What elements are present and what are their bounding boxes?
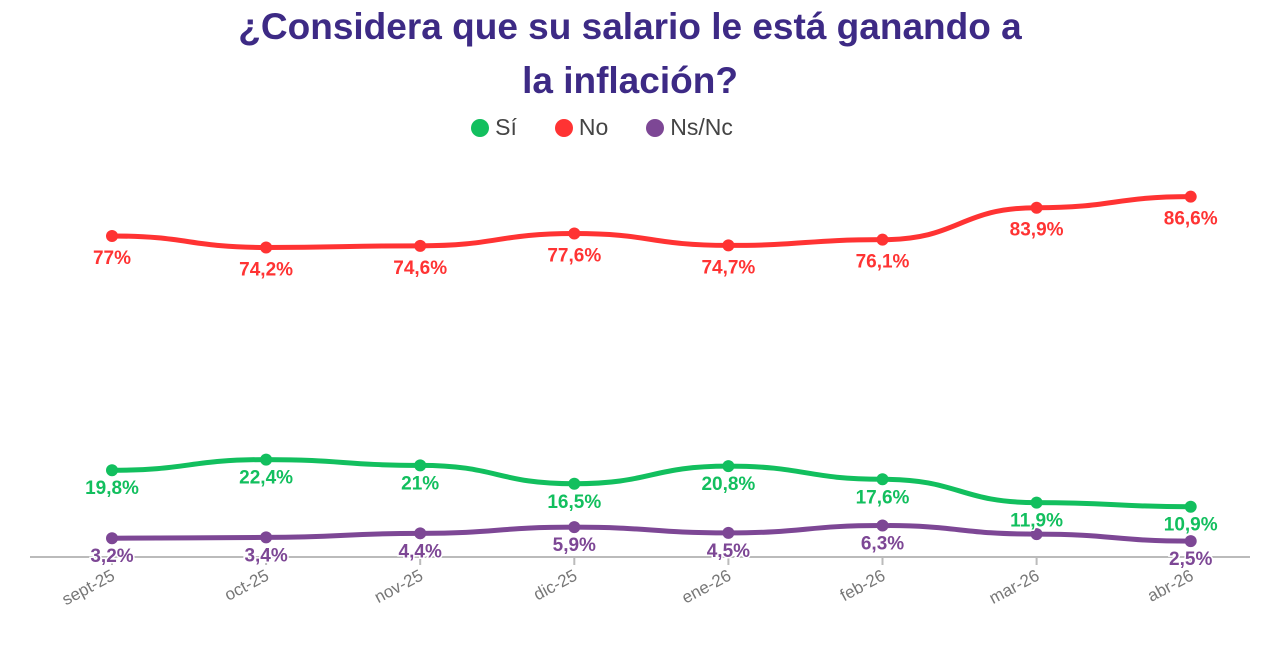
data-point-no [568,227,581,240]
legend-marker-no [554,118,573,137]
legend-item-nsnc[interactable]: Ns/Nc [646,114,733,141]
legend-label-nsnc: Ns/Nc [670,114,733,140]
series-line-no [109,194,1194,250]
data-label-nsnc: 3,4% [244,545,287,566]
series-line-nsnc [109,523,1194,544]
data-point-no [414,239,427,252]
x-axis-tick-label: ene-26 [679,566,735,608]
data-label-si: 17,6% [856,487,910,508]
series-line-si [109,457,1194,510]
data-point-no [876,233,889,246]
data-point-no [722,239,735,252]
x-axis-tick-label: sept-25 [59,566,118,609]
data-point-nsnc [722,526,735,539]
data-point-nsnc [1030,528,1043,541]
legend-label-si: Sí [495,114,517,140]
data-point-nsnc [414,527,427,540]
data-label-no: 83,9% [1010,220,1064,241]
chart-title-line-1: ¿Considera que su salario le está ganand… [238,6,1022,47]
x-axis-tick-label: oct-25 [221,566,272,605]
data-point-si [1184,500,1197,513]
data-point-no [106,230,118,242]
data-label-si: 22,4% [239,468,293,489]
x-axis-tick-label: nov-25 [371,566,426,607]
data-label-no: 74,7% [701,257,755,278]
data-point-si [414,459,427,472]
chart-title-line-2: la inflación? [522,60,738,101]
data-point-si [260,453,273,466]
legend-label-no: No [578,114,609,140]
data-label-si: 10,9% [1164,515,1218,536]
data-point-no [1184,190,1197,203]
data-point-si [1030,496,1043,509]
data-label-nsnc: 4,5% [707,541,750,562]
data-point-no [260,241,273,254]
legend-marker-si [471,118,490,137]
data-label-no: 76,1% [856,252,910,273]
data-point-si [876,473,889,486]
chart-legend: Sí No Ns/Nc [0,114,1204,141]
data-point-nsnc [260,531,273,544]
x-axis-tick-label: dic-25 [530,566,580,605]
data-label-nsnc: 6,3% [861,534,904,555]
x-axis-tick-label: abr-26 [1144,566,1196,606]
data-label-no: 74,2% [239,259,293,280]
data-label-no: 77,6% [547,246,601,267]
data-label-nsnc: 4,4% [399,541,442,562]
data-point-si [722,460,735,473]
legend-marker-nsnc [646,118,665,137]
data-label-si: 20,8% [701,474,755,495]
data-label-no: 77% [93,248,131,269]
data-label-no: 74,6% [393,258,447,279]
data-point-nsnc [568,521,581,534]
data-point-nsnc [106,532,118,545]
data-label-si: 21% [401,473,439,494]
data-label-nsnc: 2,5% [1169,549,1212,570]
legend-item-no[interactable]: No [554,114,609,141]
data-label-nsnc: 5,9% [553,535,596,556]
data-point-nsnc [876,519,889,532]
data-point-nsnc [1184,535,1197,548]
data-point-si [106,464,118,477]
x-axis-tick-label: mar-26 [986,566,1042,608]
data-label-si: 19,8% [85,478,139,499]
data-label-si: 11,9% [1010,511,1063,532]
data-point-no [1030,201,1043,214]
data-label-no: 86,6% [1164,209,1218,230]
data-label-si: 16,5% [547,492,601,513]
legend-item-si[interactable]: Sí [471,114,517,141]
data-point-si [568,477,581,490]
chart-title: ¿Considera que su salario le está ganand… [0,0,1260,108]
data-label-nsnc: 3,2% [90,546,133,567]
x-axis-tick-label: feb-26 [837,566,888,605]
